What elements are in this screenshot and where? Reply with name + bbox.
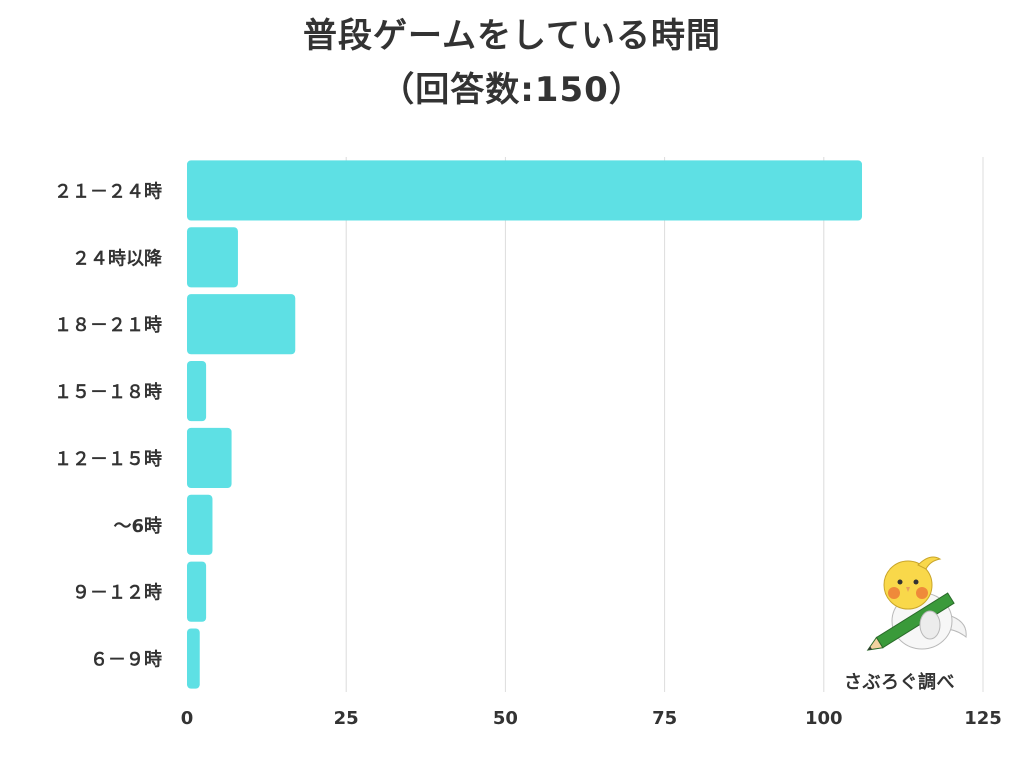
x-tick-label-75: 75 [652, 708, 677, 729]
bar-7 [187, 628, 200, 689]
chart-title: 普段ゲームをしている時間 [303, 16, 721, 56]
x-tick-label-100: 100 [805, 708, 843, 729]
chart-subtitle: （回答数:150） [380, 70, 644, 110]
bird-with-pencil-mascot-icon [866, 556, 967, 651]
bar-2 [187, 294, 296, 355]
bar-1 [187, 227, 238, 288]
bar-3 [187, 360, 207, 422]
category-label-7: ６－９時 [90, 650, 162, 671]
source-label: さぶろぐ調べ [844, 672, 955, 693]
category-label-0: ２１－２４時 [54, 181, 162, 202]
x-tick-label-25: 25 [334, 708, 359, 729]
category-label-6: ９－１２時 [72, 583, 162, 604]
category-labels: ２１－２４時 ２４時以降 １８－２１時 １５－１８時 １２－１５時 ～6時 ９－１２時 ６－９… [54, 181, 163, 670]
category-label-5: ～6時 [113, 516, 162, 537]
grid-lines [345, 157, 984, 692]
bar-5 [187, 494, 213, 555]
category-label-2: １８－２１時 [54, 315, 162, 336]
category-label-1: ２４時以降 [72, 247, 163, 269]
x-tick-label-50: 50 [493, 708, 518, 729]
category-label-3: １５－１８時 [54, 382, 162, 403]
bars [187, 160, 863, 689]
bar-0 [187, 160, 863, 221]
bar-4 [187, 427, 232, 489]
x-tick-label-125: 125 [964, 708, 1002, 729]
bar-6 [187, 561, 207, 622]
x-axis-tick-labels: 0 25 50 75 100 125 [181, 708, 1002, 729]
x-tick-label-0: 0 [181, 708, 194, 729]
category-label-4: １２－１５時 [54, 449, 162, 470]
